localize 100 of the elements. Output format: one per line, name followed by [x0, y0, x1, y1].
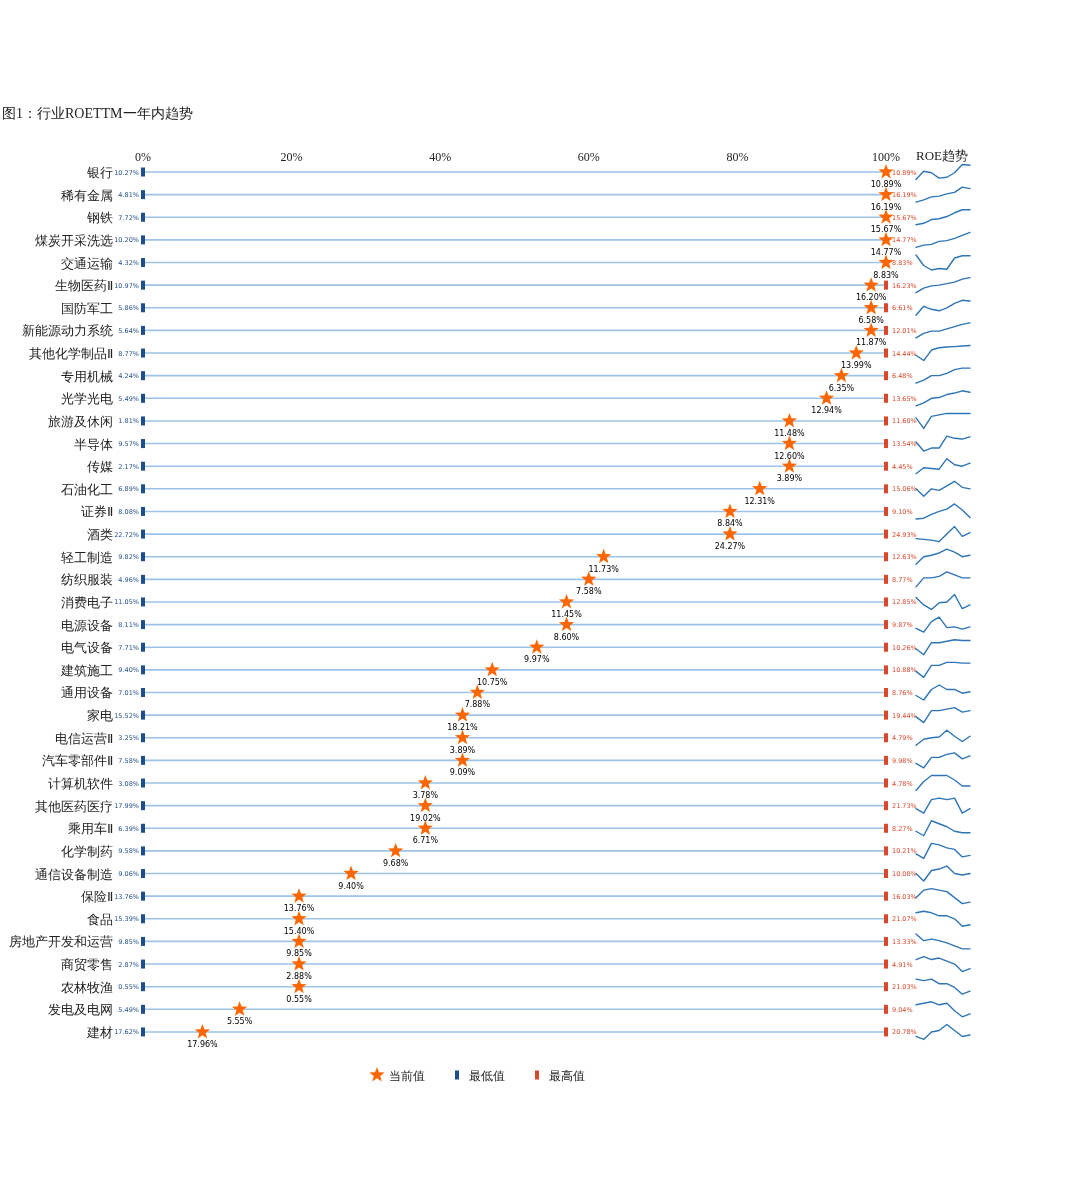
- y-tick-label: 新能源动力系统: [22, 323, 113, 339]
- point: [529, 639, 545, 654]
- point: [781, 435, 798, 451]
- y-tick-label: 食品: [87, 911, 113, 927]
- point: [558, 616, 575, 632]
- annotation: 8.84%: [717, 519, 744, 529]
- point: [863, 322, 879, 337]
- y-tick-label: 发电及电网: [48, 1002, 113, 1018]
- point: [343, 865, 359, 880]
- y-tick-label: 电源设备: [61, 617, 113, 633]
- x-tick-label: 100%: [872, 150, 900, 164]
- annotation: 6.35%: [828, 383, 855, 393]
- chart-title: ROE趋势: [916, 148, 968, 163]
- point: [863, 277, 879, 292]
- annotation: 12.31%: [744, 496, 776, 506]
- y-tick-label: 建材: [86, 1024, 113, 1040]
- point: [454, 707, 471, 722]
- point: [781, 458, 798, 473]
- annotation: 24.27%: [714, 542, 746, 552]
- y-tick-label: 酒类: [87, 527, 113, 543]
- annotation: 13.76%: [283, 904, 315, 914]
- point: [781, 412, 798, 428]
- y-tick-label: 房地产开发和运营: [9, 934, 113, 950]
- annotation: 12.94%: [811, 406, 843, 416]
- point: [581, 571, 597, 586]
- legend-label: 最低值: [469, 1068, 505, 1083]
- y-tick-label: 乘用车Ⅱ: [68, 821, 113, 837]
- annotation: 9.85%: [286, 949, 313, 959]
- annotation: 16.19%: [870, 202, 902, 212]
- annotation: 11.48%: [774, 428, 806, 438]
- y-tick-label: 半导体: [74, 436, 113, 452]
- annotation: 8.83%: [873, 270, 900, 280]
- annotation: 17.96%: [187, 1039, 219, 1049]
- annotation: 11.87%: [855, 338, 887, 348]
- point: [596, 548, 612, 564]
- annotation: 2.88%: [286, 972, 313, 982]
- point: [194, 1023, 211, 1039]
- point: [878, 209, 894, 224]
- y-tick-label: 电信运营Ⅱ: [55, 730, 113, 746]
- y-tick-label: 消费电子: [61, 594, 113, 610]
- annotation: 10.75%: [476, 677, 508, 687]
- point: [454, 752, 471, 767]
- y-tick-label: 旅游及休闲: [48, 413, 113, 429]
- point: [878, 164, 894, 179]
- y-tick-label: 其他医药医疗: [35, 798, 113, 814]
- point: [417, 820, 433, 835]
- x-tick-label: 0%: [135, 150, 151, 164]
- point: [818, 390, 835, 405]
- annotation: 6.58%: [858, 315, 885, 325]
- point: [388, 842, 404, 858]
- x-tick-label: 20%: [280, 150, 303, 164]
- y-tick-label: 纺织服装: [61, 572, 113, 588]
- x-tick-label: 40%: [429, 150, 452, 164]
- annotation: 9.68%: [382, 858, 409, 868]
- point: [558, 593, 575, 609]
- y-tick-label: 计算机软件: [48, 776, 113, 792]
- point: [722, 503, 738, 518]
- annotation: 5.55%: [226, 1017, 253, 1027]
- y-tick-label: 轻工制造: [61, 549, 113, 565]
- y-tick-label: 汽车零部件Ⅱ: [42, 753, 113, 769]
- point: [863, 299, 879, 315]
- y-tick-label: 煤炭开采洗选: [35, 232, 113, 248]
- y-tick-label: 钢铁: [86, 210, 113, 226]
- point: [848, 345, 864, 360]
- point: [722, 526, 738, 541]
- annotation: 8.60%: [553, 632, 580, 642]
- point: [417, 797, 433, 813]
- point: [469, 684, 485, 699]
- annotation: 6.71%: [412, 836, 439, 846]
- annotation: 10.89%: [870, 180, 902, 189]
- point: [291, 933, 307, 948]
- y-tick-label: 商贸零售: [61, 957, 113, 973]
- y-tick-label: 通用设备: [61, 685, 113, 701]
- annotation: 18.21%: [447, 723, 479, 733]
- point: [291, 888, 307, 903]
- annotation: 15.67%: [870, 225, 902, 235]
- y-tick-label: 证券Ⅱ: [81, 504, 113, 520]
- y-tick-label: 稀有金属: [61, 187, 113, 203]
- point: [291, 910, 307, 926]
- annotation: 7.88%: [464, 700, 491, 710]
- y-tick-label: 传媒: [87, 459, 113, 475]
- y-tick-label: 交通运输: [61, 255, 113, 271]
- legend-label: 当前值: [389, 1068, 425, 1083]
- point: [878, 231, 894, 247]
- y-tick-label: 保险Ⅱ: [81, 889, 113, 905]
- y-tick-label: 银行: [86, 165, 113, 180]
- point: [484, 661, 500, 677]
- annotation: 16.20%: [855, 293, 887, 303]
- y-tick-label: 建筑施工: [60, 662, 113, 678]
- annotation: 9.40%: [338, 881, 365, 891]
- y-tick-label: 光学光电: [61, 391, 113, 407]
- annotation: 19.02%: [410, 813, 441, 823]
- annotation: 12.60%: [774, 451, 806, 461]
- annotation: 3.89%: [776, 474, 803, 484]
- x-tick-label: 60%: [577, 150, 600, 164]
- annotation: 0.55%: [286, 994, 313, 1004]
- annotation: 9.09%: [449, 768, 476, 778]
- y-tick-label: 其他化学制品Ⅱ: [29, 346, 113, 362]
- y-tick-label: 专用机械: [61, 368, 113, 384]
- point: [833, 367, 850, 383]
